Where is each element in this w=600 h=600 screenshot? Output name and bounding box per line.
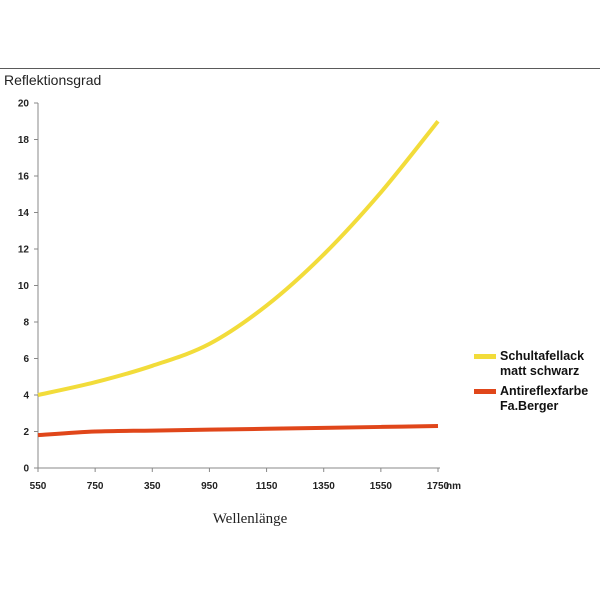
y-tick-label: 14 xyxy=(18,208,30,219)
y-tick-label: 10 xyxy=(18,281,30,292)
x-tick-label: 550 xyxy=(30,481,47,492)
legend-label-line: matt schwarz xyxy=(500,364,580,378)
legend-label-line: Antireflexfarbe xyxy=(500,384,589,398)
legend-swatch-yellow xyxy=(474,354,496,359)
legend-swatch-red xyxy=(474,389,496,394)
series-line-0 xyxy=(37,119,440,397)
y-tick-label: 20 xyxy=(18,99,30,110)
x-tick-label: 1150 xyxy=(256,481,278,492)
x-tick-label: 1350 xyxy=(313,481,336,492)
x-tick-label: 1550 xyxy=(370,481,393,492)
x-axis-title: Wellenlänge xyxy=(212,511,288,527)
y-tick-label: 4 xyxy=(23,391,29,402)
top-divider xyxy=(0,68,600,69)
y-axis-title: Reflektionsgrad xyxy=(4,72,102,88)
legend-label-line: Fa.Berger xyxy=(500,399,559,413)
y-tick-label: 12 xyxy=(18,245,30,256)
y-tick-label: 16 xyxy=(18,172,30,183)
y-tick-label: 6 xyxy=(23,354,29,365)
x-tick-label: 750 xyxy=(87,481,104,492)
x-tick-label: 950 xyxy=(201,481,218,492)
legend-label-line: Schultafellack xyxy=(500,349,585,363)
y-tick-label: 18 xyxy=(18,135,30,146)
y-tick-label: 0 xyxy=(23,464,29,475)
x-tick-label: 350 xyxy=(144,481,161,492)
x-tick-label: 1750 xyxy=(427,481,450,492)
y-tick-label: 8 xyxy=(23,318,29,329)
y-tick-label: 2 xyxy=(23,427,29,438)
series-line-1 xyxy=(37,424,439,438)
x-axis-unit: nm xyxy=(446,481,461,492)
